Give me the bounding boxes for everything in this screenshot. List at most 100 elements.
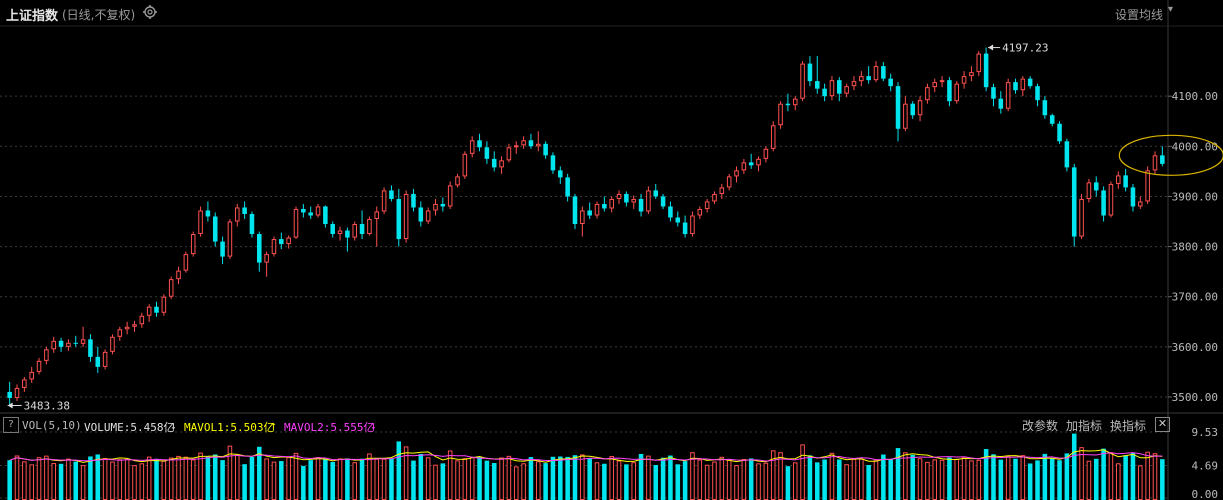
candle-body-up bbox=[176, 270, 181, 280]
volume-bar-down bbox=[1013, 458, 1018, 500]
candle-body-down bbox=[1057, 123, 1062, 142]
help-button[interactable]: ? bbox=[3, 417, 19, 433]
candle-body-down bbox=[477, 140, 482, 148]
candle-body-down bbox=[572, 196, 578, 225]
volume-bar-down bbox=[308, 460, 313, 500]
ma-setting-button[interactable]: 设置均线 bbox=[1114, 8, 1163, 22]
add-indicator-button[interactable]: 加指标 bbox=[1066, 419, 1103, 433]
candle-body-down bbox=[418, 207, 424, 222]
candle-body-up bbox=[455, 176, 460, 186]
candle-body-down bbox=[895, 86, 901, 129]
candle-body-up bbox=[198, 210, 203, 235]
candle-body-down bbox=[1042, 100, 1048, 116]
y-tick-label: 3500.00 bbox=[1172, 391, 1218, 404]
volume-bar-up bbox=[190, 459, 196, 500]
candle-body-up bbox=[1005, 82, 1011, 109]
volume-bar-up bbox=[234, 454, 240, 500]
y-tick-label: 3700.00 bbox=[1172, 291, 1218, 304]
candle-body-down bbox=[242, 207, 247, 214]
candle-body-down bbox=[257, 234, 262, 263]
volume-bar-down bbox=[895, 448, 901, 500]
candle-body-down bbox=[411, 193, 416, 208]
candle-body-down bbox=[308, 212, 313, 216]
volume-bar-up bbox=[286, 457, 291, 500]
candle-body-down bbox=[888, 78, 893, 87]
candle-body-up bbox=[44, 349, 49, 361]
candle-body-down bbox=[638, 198, 644, 212]
switch-indicator-button[interactable]: 换指标 bbox=[1110, 419, 1147, 433]
candle-body-down bbox=[249, 213, 255, 235]
candle-body-up bbox=[844, 86, 849, 94]
volume-bar-up bbox=[961, 456, 967, 500]
candle-body-down bbox=[550, 155, 556, 171]
candle-body-down bbox=[95, 356, 101, 367]
candle-body-down bbox=[359, 224, 365, 235]
vol-indicator-name[interactable]: VOL(5,10) bbox=[22, 419, 82, 432]
candle-body-up bbox=[367, 219, 372, 235]
candle-body-up bbox=[462, 153, 468, 177]
volume-bar-up bbox=[425, 457, 431, 500]
volume-bar-down bbox=[983, 449, 989, 500]
volume-bar-down bbox=[653, 464, 659, 500]
volume-bar-up bbox=[110, 461, 115, 500]
volume-bar-down bbox=[822, 459, 827, 500]
candle-body-down bbox=[748, 162, 754, 166]
volume-bar-up bbox=[734, 465, 739, 500]
candle-body-down bbox=[822, 88, 827, 97]
volume-bar-up bbox=[704, 464, 710, 500]
volume-bar-up bbox=[800, 444, 805, 500]
candle-body-down bbox=[1013, 82, 1018, 91]
candle-body-up bbox=[315, 206, 321, 216]
volume-bar-down bbox=[220, 460, 225, 500]
candle-body-up bbox=[521, 140, 526, 146]
y-tick-label: 4000.00 bbox=[1172, 140, 1218, 153]
volume-bar-down bbox=[88, 456, 93, 500]
candle-body-up bbox=[697, 208, 703, 216]
y-tick-label: 3800.00 bbox=[1172, 241, 1218, 254]
mavol2-trend-arrow: ↓ bbox=[370, 419, 377, 432]
candle-body-up bbox=[117, 329, 123, 337]
volume-bar-up bbox=[939, 459, 945, 500]
candle-body-down bbox=[1093, 182, 1099, 191]
volume-bar-up bbox=[506, 455, 512, 500]
candle-body-down bbox=[947, 80, 952, 102]
candle-body-up bbox=[969, 72, 974, 77]
candle-body-down bbox=[440, 203, 446, 207]
volume-bar-down bbox=[279, 461, 284, 500]
volume-bar-up bbox=[726, 459, 732, 500]
candlestick-series bbox=[7, 47, 1165, 406]
volume-bar-up bbox=[462, 458, 468, 500]
volume-tick-label: 4.69 bbox=[1192, 460, 1219, 473]
volume-bar-up bbox=[594, 462, 600, 500]
volume-bar-down bbox=[624, 464, 629, 500]
volume-bar-down bbox=[345, 458, 350, 500]
volume-bar-up bbox=[741, 458, 747, 500]
candle-body-up bbox=[469, 140, 475, 154]
candle-body-up bbox=[293, 208, 299, 238]
chart-title[interactable]: 上证指数 bbox=[6, 9, 59, 24]
volume-bar-up bbox=[367, 453, 372, 500]
candle-body-down bbox=[1027, 78, 1033, 87]
candle-body-up bbox=[51, 340, 56, 350]
min-arrow-head bbox=[7, 402, 13, 409]
candle-body-down bbox=[837, 80, 842, 94]
volume-bar-down bbox=[866, 465, 871, 500]
volume-bar-down bbox=[484, 460, 490, 500]
volume-bar-up bbox=[719, 456, 725, 500]
candle-body-down bbox=[301, 208, 306, 213]
candle-body-up bbox=[690, 215, 695, 235]
gear-icon[interactable] bbox=[142, 4, 158, 20]
mavol2-line bbox=[9, 452, 1163, 462]
volume-bar-up bbox=[616, 460, 622, 500]
change-params-button[interactable]: 改参数 bbox=[1022, 419, 1059, 433]
candle-body-down bbox=[1064, 141, 1070, 168]
close-indicator-button[interactable]: ✕ bbox=[1155, 417, 1170, 432]
candle-body-up bbox=[374, 211, 380, 219]
candle-body-up bbox=[719, 187, 725, 194]
candle-body-up bbox=[264, 254, 269, 263]
chevron-down-icon[interactable]: ▾ bbox=[1167, 4, 1173, 15]
candle-body-up bbox=[1108, 183, 1114, 216]
candle-body-down bbox=[682, 222, 688, 235]
volume-bar-up bbox=[51, 463, 56, 500]
